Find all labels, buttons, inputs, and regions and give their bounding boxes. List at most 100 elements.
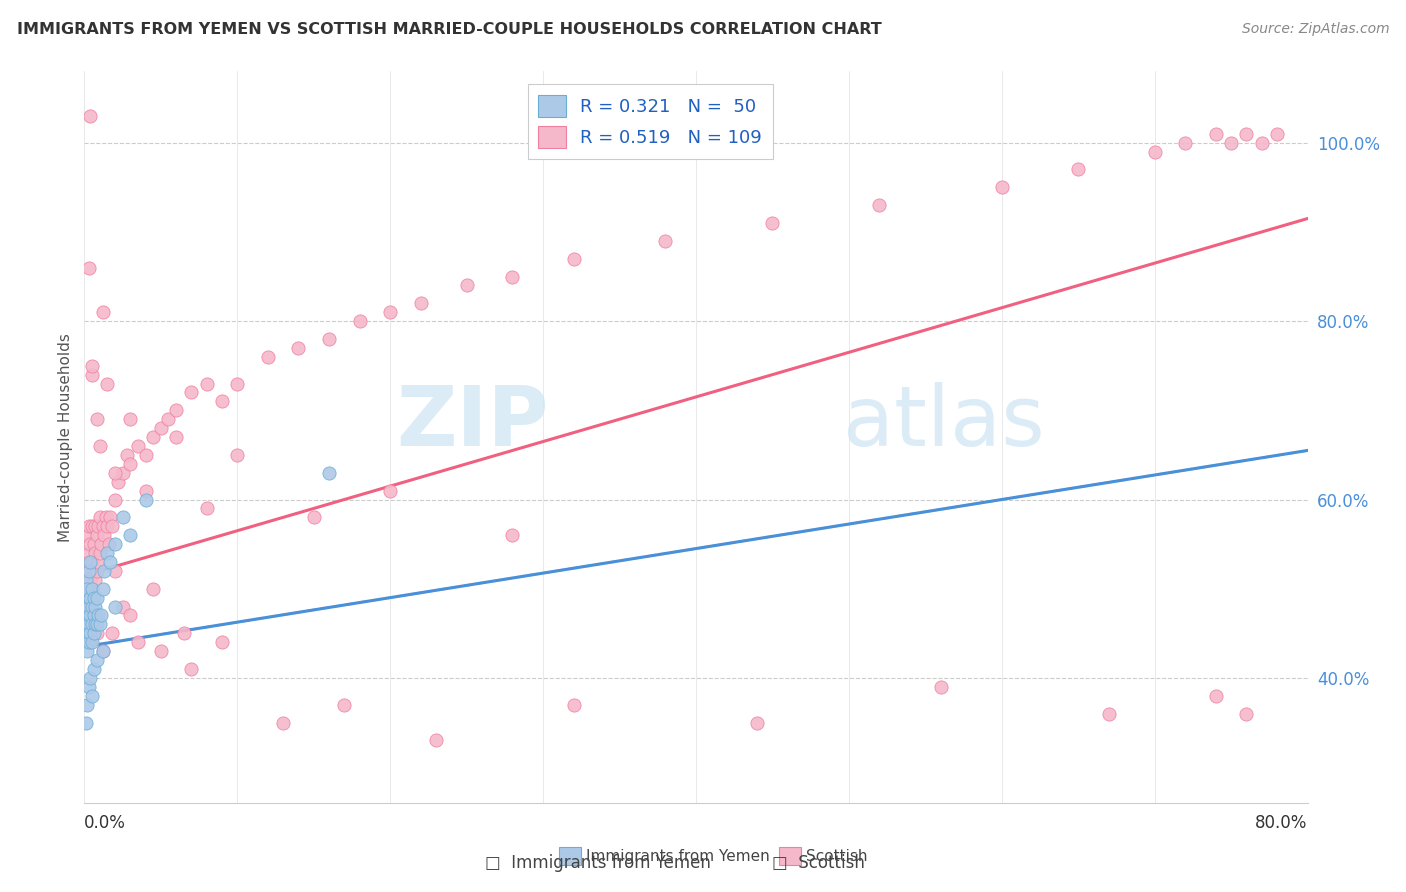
Point [149,644,172,658]
Point [79,608,101,623]
Point [271,715,294,730]
Point [104,466,127,480]
Point [91,519,114,533]
Point [90,608,112,623]
Point [120,528,142,542]
Point [76,599,98,614]
Point [96,376,118,391]
Point [142,430,165,444]
Point [1236,706,1258,721]
Point [991,180,1014,194]
Point [101,519,124,533]
Point [80,368,103,382]
Point [1236,127,1258,141]
Text: IMMIGRANTS FROM YEMEN VS SCOTTISH MARRIED-COUPLE HOUSEHOLDS CORRELATION CHART: IMMIGRANTS FROM YEMEN VS SCOTTISH MARRIE… [17,22,882,37]
Point [75,564,97,578]
Text: □  Immigrants from Yemen: □ Immigrants from Yemen [485,854,711,872]
Point [562,698,585,712]
Point [157,412,180,426]
Point [409,296,432,310]
Point [80,582,103,596]
Point [97,537,120,551]
Point [79,635,101,649]
Point [195,376,218,391]
Point [76,644,98,658]
Point [79,109,101,123]
Point [86,617,108,632]
Point [93,528,115,542]
Point [89,617,111,632]
Point [75,617,97,632]
Point [77,260,100,275]
Point [84,573,107,587]
Point [91,582,114,596]
Text: atlas: atlas [842,382,1045,463]
Point [91,644,114,658]
Point [79,555,101,569]
Point [302,510,325,524]
Point [111,510,134,524]
Point [77,564,100,578]
Point [1174,136,1197,150]
Point [349,314,371,328]
Point [111,466,134,480]
Point [120,608,142,623]
Point [76,599,98,614]
Point [380,305,402,319]
Point [142,582,165,596]
Point [77,519,100,533]
Point [104,599,127,614]
Point [86,653,108,667]
Point [869,198,891,212]
Point [1265,127,1288,141]
Point [84,617,107,632]
Point [84,519,107,533]
Point [101,626,124,640]
Text: ZIP: ZIP [396,382,550,463]
Point [77,635,100,649]
Point [76,528,98,542]
Point [380,483,402,498]
Point [86,626,108,640]
Point [94,510,117,524]
Text: 0.0%: 0.0% [84,814,127,831]
Point [76,617,98,632]
Point [318,332,340,346]
Point [96,546,118,560]
Point [76,582,98,596]
Point [83,608,105,623]
FancyBboxPatch shape [560,847,581,865]
Point [75,582,97,596]
Point [562,252,585,266]
Text: Source: ZipAtlas.com: Source: ZipAtlas.com [1241,22,1389,37]
Point [1205,127,1227,141]
Point [91,644,114,658]
Point [111,599,134,614]
Point [135,483,157,498]
Point [654,234,676,248]
Point [502,528,524,542]
Text: Immigrants from Yemen: Immigrants from Yemen [586,848,769,863]
Point [79,537,101,551]
Point [98,510,121,524]
Point [195,501,218,516]
Point [173,626,195,640]
Point [333,698,356,712]
Point [1205,689,1227,703]
Point [456,278,478,293]
Point [761,216,783,230]
Point [77,582,100,596]
Point [115,448,138,462]
Point [120,412,142,426]
Point [107,475,129,489]
Point [96,519,118,533]
Point [226,448,249,462]
Point [80,599,103,614]
Point [127,439,149,453]
Point [77,617,100,632]
Point [929,680,952,694]
Point [77,680,100,694]
Point [83,537,105,551]
Text: □  Scottish: □ Scottish [772,854,865,872]
Point [84,546,107,560]
